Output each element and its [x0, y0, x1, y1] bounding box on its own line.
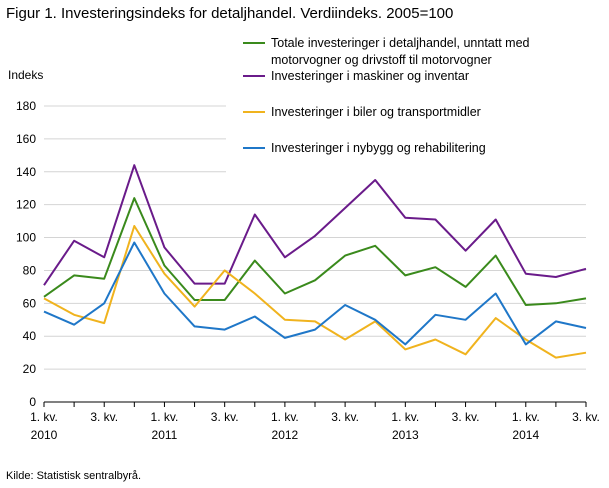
x-tick-year-label: 2013 — [392, 428, 419, 442]
y-tick-label: 180 — [16, 99, 36, 113]
y-tick-label: 40 — [23, 329, 37, 343]
x-axis: 1. kv. 2010 3. kv. 1. kv. 2011 3. kv. 1. kv. 20… — [30, 401, 600, 442]
series-lines — [43, 164, 587, 359]
series-line-4 — [43, 241, 587, 346]
x-tick-label: 3. kv. — [572, 410, 600, 424]
series-line-2 — [43, 164, 587, 286]
x-tick-year-label: 2012 — [272, 428, 299, 442]
legend-label-1: Totale investeringer i detaljhandel, unn… — [271, 36, 530, 50]
y-tick-label: 60 — [23, 296, 37, 310]
x-tick-label: 1. kv. — [391, 410, 419, 424]
chart-title: Figur 1. Investeringsindeks for detaljha… — [6, 5, 454, 22]
x-tick-label: 1. kv. — [271, 410, 299, 424]
y-axis-label: Indeks — [8, 68, 43, 82]
legend-label-1: motorvogner og drivstoff til motorvogner — [271, 53, 492, 67]
y-tick-label: 20 — [23, 362, 37, 376]
y-tick-label: 0 — [29, 395, 36, 409]
x-tick-year-label: 2011 — [152, 428, 178, 442]
x-tick-label: 1. kv. — [512, 410, 540, 424]
legend-label-3: Investeringer i biler og transportmidler — [271, 105, 481, 119]
x-tick-label: 3. kv. — [90, 410, 118, 424]
x-tick-label: 1. kv. — [30, 410, 58, 424]
series-line-3 — [43, 225, 587, 359]
legend-label-4: Investeringer i nybygg og rehabilitering — [271, 141, 486, 155]
legend-label-2: Investeringer i maskiner og inventar — [271, 69, 469, 83]
y-axis: 0 20 40 60 80 100 120 140 160 180 — [16, 99, 36, 409]
legend-background — [226, 34, 586, 174]
legend: Totale investeringer i detaljhandel, unn… — [226, 34, 586, 174]
x-tick-label: 3. kv. — [211, 410, 239, 424]
x-tick-year-label: 2014 — [512, 428, 539, 442]
x-tick-label: 1. kv. — [151, 410, 179, 424]
y-tick-label: 160 — [16, 132, 36, 146]
x-tick-label: 3. kv. — [452, 410, 480, 424]
y-tick-label: 80 — [23, 263, 37, 277]
source-note: Kilde: Statistisk sentralbyrå. — [6, 470, 142, 482]
y-tick-label: 120 — [16, 198, 36, 212]
y-tick-label: 100 — [16, 231, 36, 245]
y-tick-label: 140 — [16, 165, 36, 179]
x-tick-year-label: 2010 — [31, 428, 58, 442]
x-tick-label: 3. kv. — [331, 410, 359, 424]
series-line-1 — [43, 197, 587, 306]
